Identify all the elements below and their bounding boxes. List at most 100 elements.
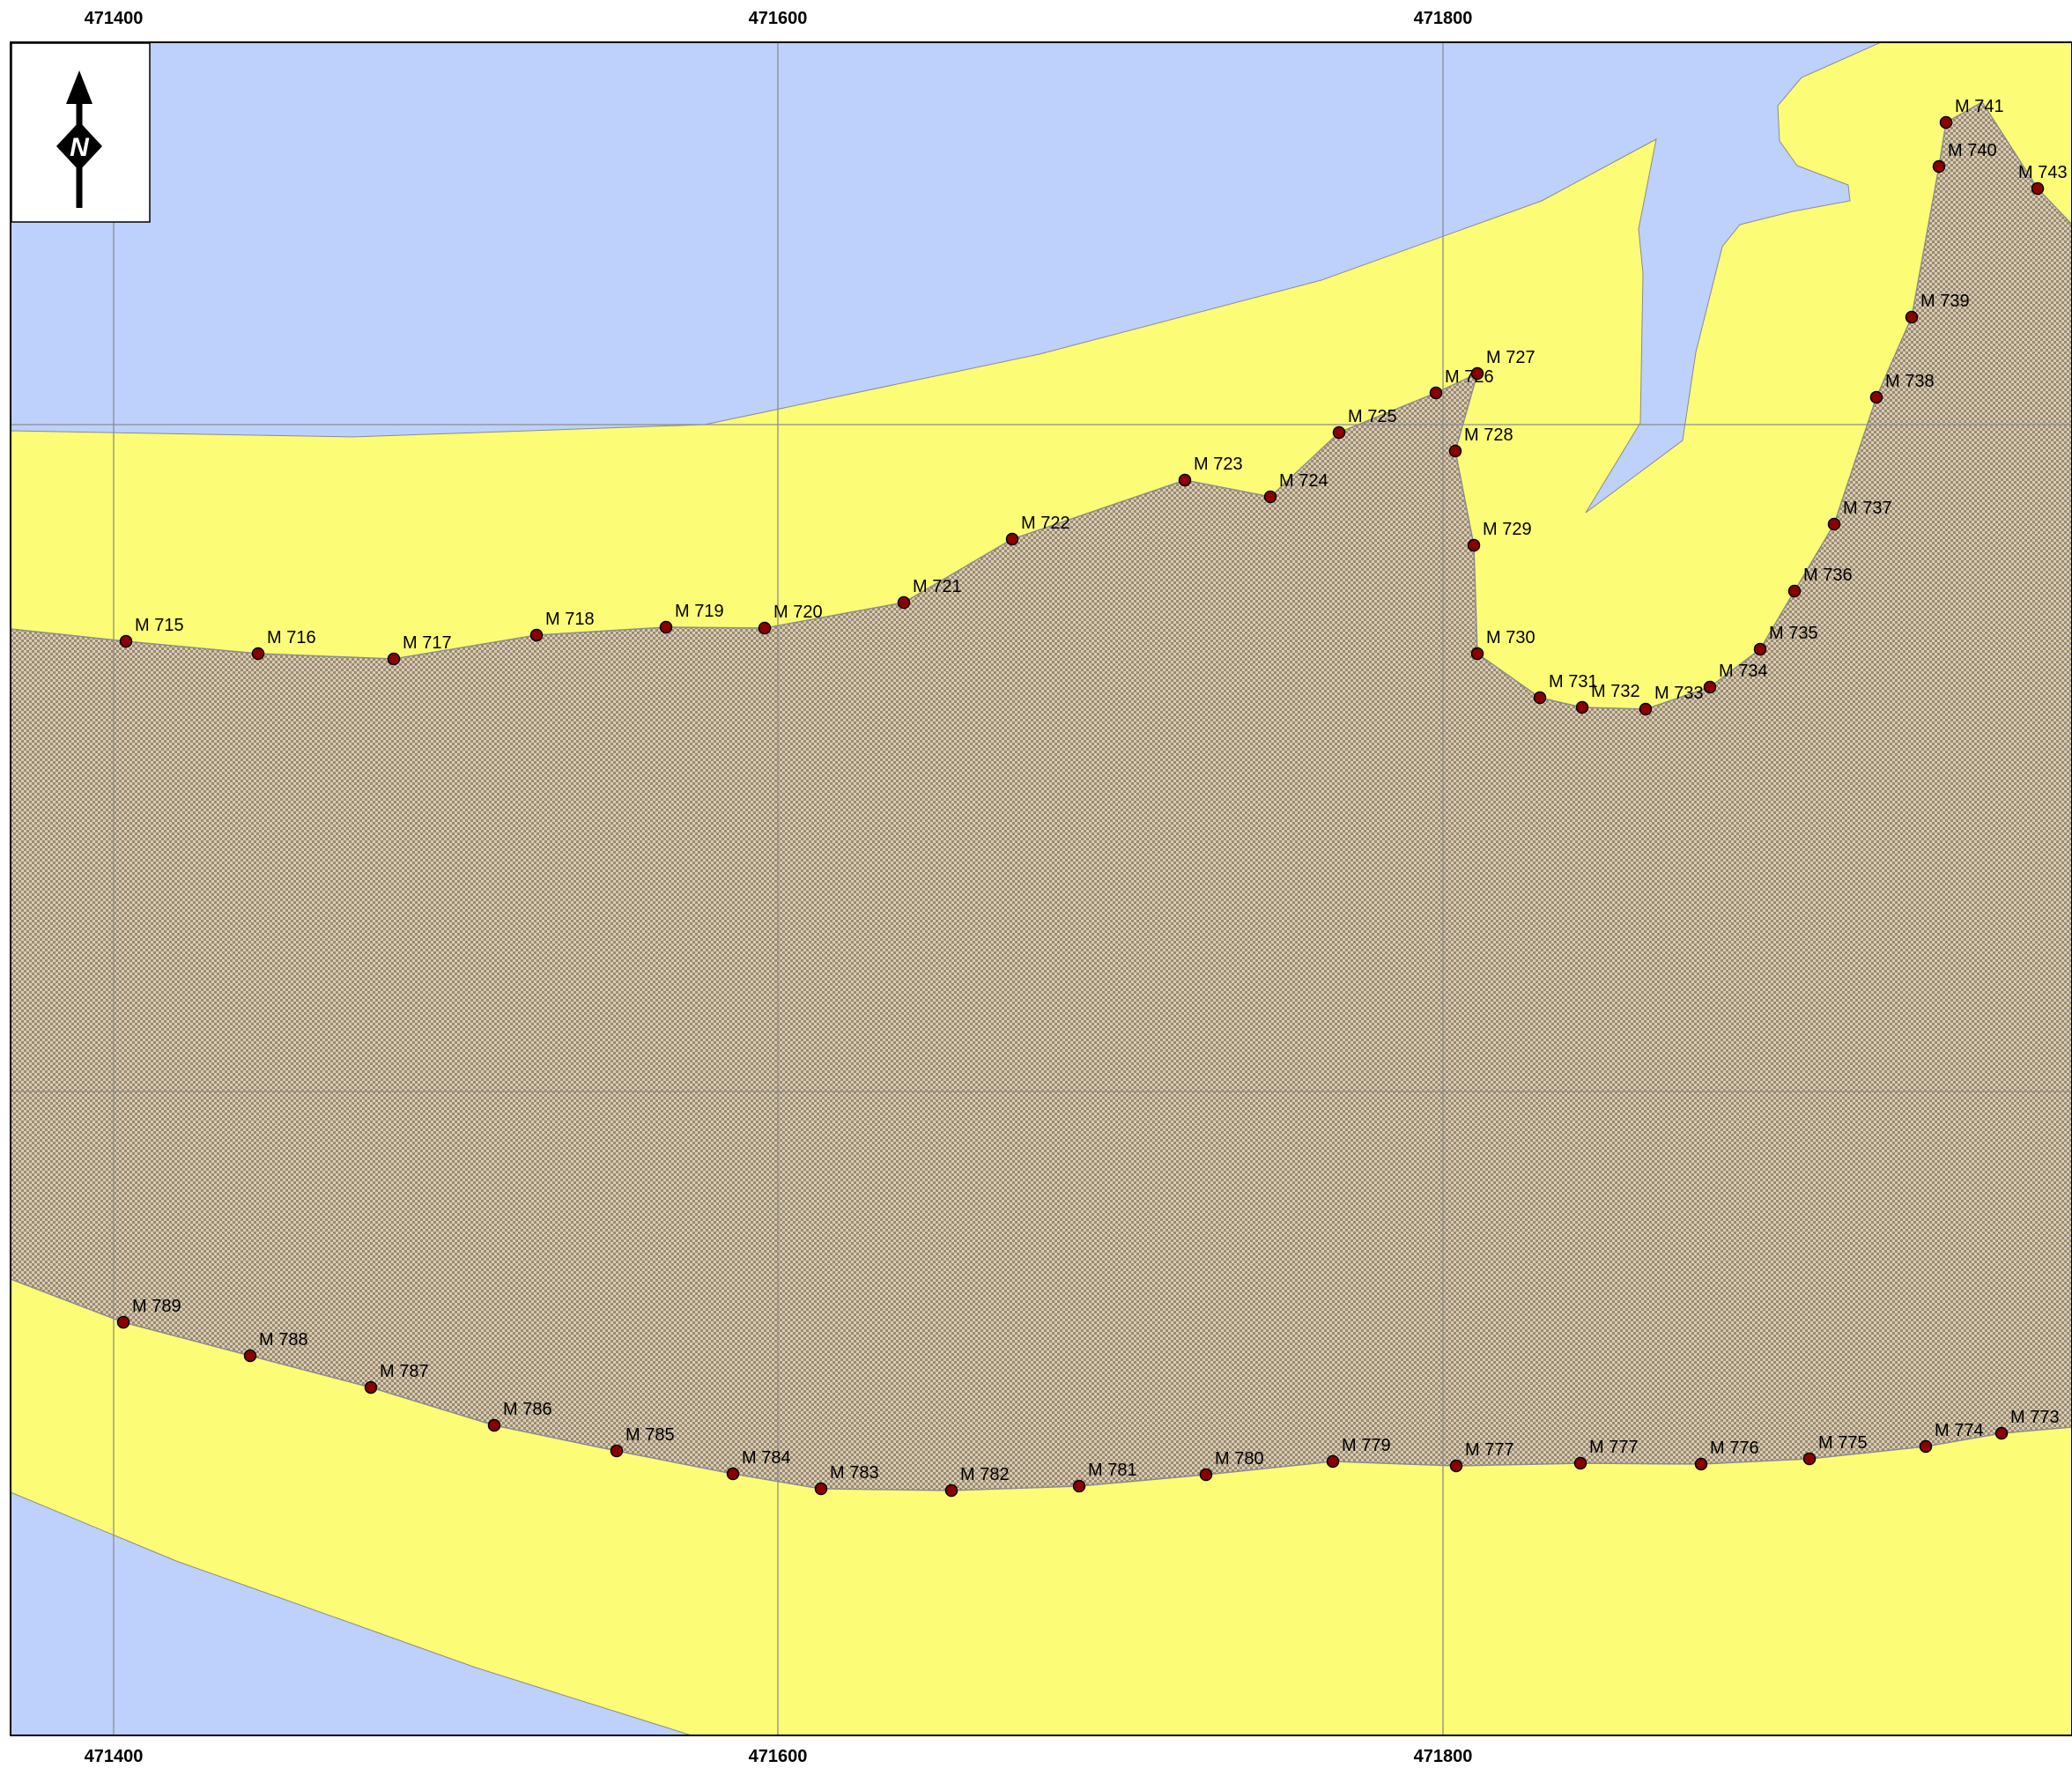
boundary-marker-label: M 776 — [1710, 1439, 1759, 1458]
boundary-marker-point[interactable] — [1326, 1454, 1340, 1468]
boundary-marker-point[interactable] — [1827, 517, 1841, 531]
easting-labels-bottom: 471400 471600 471800 — [85, 1747, 1473, 1766]
boundary-marker-point[interactable] — [487, 1418, 501, 1432]
markers-south: M 789 M 788 M 787 M 786 M 785 M 784 M 783 M 782… — [116, 1297, 2060, 1498]
boundary-marker-label: M 732 — [1591, 682, 1640, 701]
boundary-marker-label: M 731 — [1549, 672, 1598, 692]
boundary-marker-point[interactable] — [1919, 1439, 1933, 1454]
boundary-marker-label: M 788 — [259, 1330, 308, 1350]
boundary-marker-point[interactable] — [1575, 700, 1589, 714]
easting-labels-top: 471400 471600 471800 — [85, 9, 1473, 28]
boundary-marker-label: M 721 — [913, 577, 962, 596]
boundary-marker-point[interactable] — [1994, 1426, 2009, 1440]
boundary-marker-point[interactable] — [529, 628, 544, 642]
boundary-marker-point[interactable] — [2031, 181, 2045, 196]
boundary-marker-label: M 737 — [1843, 499, 1892, 518]
boundary-marker-label: M 743 — [2018, 163, 2068, 182]
boundary-marker-point[interactable] — [1533, 691, 1547, 705]
boundary-marker-point[interactable] — [758, 621, 772, 635]
boundary-marker-point[interactable] — [1470, 366, 1484, 381]
boundary-marker-point[interactable] — [1639, 702, 1653, 716]
boundary-marker-point[interactable] — [243, 1349, 257, 1363]
boundary-marker-point[interactable] — [119, 634, 133, 648]
easting-label-top: 471600 — [749, 9, 808, 28]
boundary-marker-label: M 786 — [503, 1400, 552, 1419]
boundary-marker-point[interactable] — [251, 647, 265, 661]
boundary-marker-point[interactable] — [1703, 680, 1717, 694]
boundary-marker-label: M 738 — [1885, 372, 1935, 391]
boundary-marker-label: M 719 — [675, 602, 724, 621]
boundary-marker-label: M 727 — [1486, 348, 1536, 367]
boundary-marker-point[interactable] — [1467, 538, 1481, 552]
easting-label-top: 471400 — [85, 9, 144, 28]
boundary-marker-point[interactable] — [1694, 1457, 1708, 1471]
boundary-marker-label: M 722 — [1021, 514, 1070, 533]
boundary-marker-point[interactable] — [944, 1483, 958, 1498]
boundary-marker-label: M 736 — [1803, 566, 1853, 585]
boundary-marker-point[interactable] — [1939, 115, 1953, 129]
boundary-marker-point[interactable] — [814, 1482, 828, 1496]
north-arrow-icon: N — [56, 70, 102, 208]
boundary-marker-point[interactable] — [897, 595, 911, 610]
boundary-marker-point[interactable] — [1470, 647, 1484, 661]
boundary-marker-point[interactable] — [1005, 532, 1019, 546]
boundary-marker-point[interactable] — [1787, 584, 1802, 598]
boundary-marker-label: M 779 — [1342, 1436, 1391, 1455]
boundary-marker-label: M 723 — [1194, 455, 1243, 474]
boundary-marker-label: M 784 — [742, 1448, 791, 1468]
boundary-marker-point[interactable] — [1178, 473, 1192, 487]
boundary-marker-label: M 729 — [1483, 520, 1532, 539]
boundary-marker-point[interactable] — [659, 620, 673, 634]
boundary-marker-label: M 773 — [2010, 1408, 2060, 1427]
boundary-marker-point[interactable] — [1905, 310, 1919, 324]
boundary-marker-point[interactable] — [610, 1444, 624, 1458]
easting-label-top: 471800 — [1414, 9, 1473, 28]
north-arrow: N — [11, 42, 151, 223]
boundary-marker-label: M 789 — [132, 1297, 181, 1316]
boundary-marker-label: M 782 — [960, 1465, 1010, 1484]
easting-label-bottom: 471800 — [1414, 1747, 1473, 1766]
boundary-marker-label: M 783 — [830, 1463, 879, 1483]
boundary-marker-point[interactable] — [1573, 1456, 1587, 1470]
boundary-marker-point[interactable] — [1932, 159, 1946, 174]
boundary-marker-point[interactable] — [1449, 1459, 1463, 1473]
boundary-marker-label: M 777 — [1589, 1438, 1639, 1457]
boundary-marker-label: M 734 — [1719, 662, 1768, 681]
boundary-marker-label: M 780 — [1215, 1449, 1264, 1468]
boundary-marker-label: M 728 — [1464, 425, 1513, 445]
north-arrow-letter: N — [70, 133, 90, 162]
boundary-marker-point[interactable] — [1448, 444, 1462, 458]
boundary-marker-label: M 774 — [1935, 1421, 1984, 1440]
boundary-marker-label: M 735 — [1769, 624, 1818, 643]
boundary-marker-point[interactable] — [1802, 1452, 1817, 1466]
boundary-marker-point[interactable] — [1753, 642, 1767, 656]
boundary-marker-label: M 739 — [1920, 292, 1970, 311]
boundary-marker-label: M 724 — [1279, 471, 1328, 491]
boundary-marker-point[interactable] — [116, 1315, 130, 1329]
boundary-marker-label: M 717 — [403, 633, 452, 653]
boundary-marker-point[interactable] — [1199, 1468, 1213, 1482]
boundary-marker-label: M 730 — [1486, 628, 1536, 647]
boundary-marker-point[interactable] — [1429, 386, 1443, 400]
boundary-marker-label: M 726 — [1445, 367, 1494, 387]
boundary-marker-point[interactable] — [726, 1467, 740, 1481]
boundary-marker-label: M 715 — [135, 616, 184, 635]
boundary-marker-point[interactable] — [1263, 490, 1277, 504]
markers-north: M 715 M 716 M 717 M 718 M 719 M 720 M 721 M 722… — [119, 97, 2068, 716]
boundary-marker-point[interactable] — [1869, 390, 1883, 404]
boundary-marker-label: M 718 — [545, 610, 595, 629]
grid-lines — [11, 42, 2072, 1735]
boundary-marker-label: M 777 — [1465, 1440, 1514, 1460]
boundary-marker-label: M 781 — [1088, 1461, 1137, 1480]
boundary-marker-label: M 741 — [1955, 97, 2004, 116]
boundary-marker-point[interactable] — [364, 1380, 378, 1394]
boundary-marker-point[interactable] — [1072, 1479, 1086, 1493]
boundary-marker-point[interactable] — [1332, 425, 1346, 440]
easting-label-bottom: 471400 — [85, 1747, 144, 1766]
boundary-marker-point[interactable] — [387, 652, 401, 666]
boundary-marker-label: M 720 — [773, 603, 823, 622]
boundary-marker-label: M 725 — [1348, 407, 1397, 426]
map-frame — [10, 41, 2072, 1736]
boundary-marker-label: M 716 — [267, 628, 316, 647]
